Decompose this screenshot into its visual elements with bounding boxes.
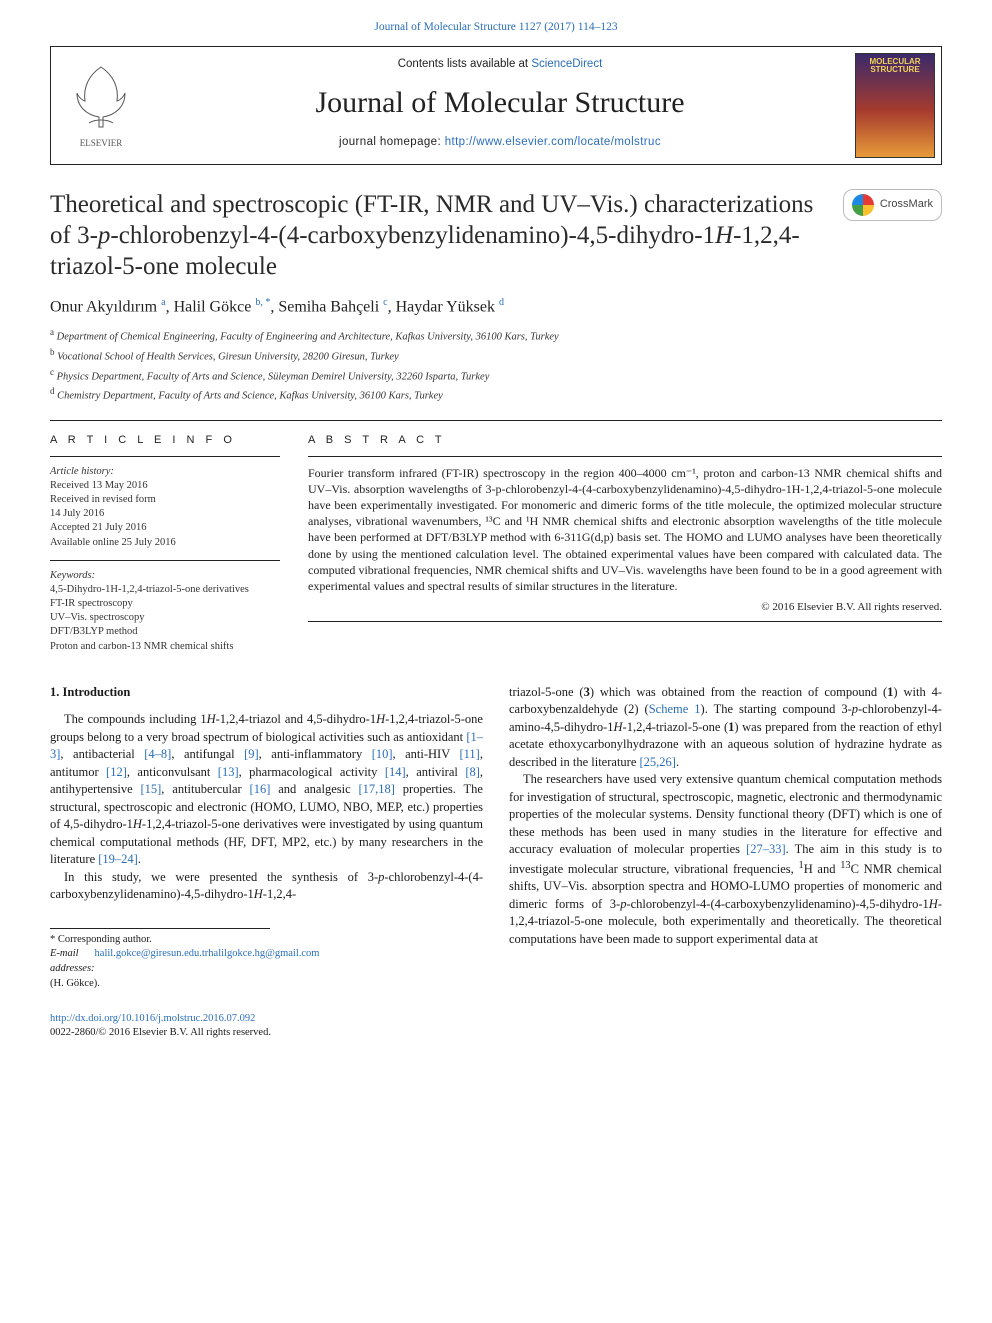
abstract-rule-bottom [308,621,942,622]
keywords-label: Keywords: [50,569,280,583]
contents-prefix: Contents lists available at [398,58,532,70]
corr-star: * [50,934,55,945]
keyword: 4,5-Dihydro-1H-1,2,4-triazol-5-one deriv… [50,583,280,597]
abstract-heading: A B S T R A C T [308,433,942,448]
keywords-block: Keywords: 4,5-Dihydro-1H-1,2,4-triazol-5… [50,569,280,654]
affiliation-a: a Department of Chemical Engineering, Fa… [50,326,942,345]
section-title-1: 1. Introduction [50,684,483,702]
abstract-text: Fourier transform infrared (FT-IR) spect… [308,465,942,595]
ref-link[interactable]: [4–8] [144,747,171,761]
keyword: FT-IR spectroscopy [50,597,280,611]
article-history: Article history: Received 13 May 2016 Re… [50,465,280,550]
ref-link[interactable]: [10] [372,747,393,761]
homepage-prefix: journal homepage: [339,136,445,148]
intro-para-1: The compounds including 1H-1,2,4-triazol… [50,711,483,869]
publisher-logo: ELSEVIER [51,47,151,164]
issn-line: 0022-2860/© 2016 Elsevier B.V. All right… [50,1026,942,1040]
cover-title: MOLECULAR STRUCTURE [856,58,934,75]
corresponding-author-block: * Corresponding author. E-mail addresses… [50,928,270,992]
intro-para-3: triazol-5-one (3) which was obtained fro… [509,684,942,772]
ref-link[interactable]: [25,26] [640,755,676,769]
crossmark-icon [852,194,874,216]
footer: http://dx.doi.org/10.1016/j.molstruc.201… [50,1012,942,1040]
history-line: Received in revised form [50,493,280,507]
ref-link[interactable]: [11] [459,747,479,761]
masthead-center: Contents lists available at ScienceDirec… [151,47,849,164]
journal-citation-link[interactable]: Journal of Molecular Structure 1127 (201… [374,21,617,33]
journal-cover: MOLECULAR STRUCTURE [849,47,941,164]
scheme-link[interactable]: Scheme 1 [649,702,701,716]
homepage-link[interactable]: http://www.elsevier.com/locate/molstruc [445,136,661,148]
keyword: DFT/B3LYP method [50,625,280,639]
history-label: Article history: [50,465,280,479]
article-info-heading: A R T I C L E I N F O [50,433,280,448]
history-line: Received 13 May 2016 [50,479,280,493]
crossmark-label: CrossMark [880,197,933,212]
article-info-column: A R T I C L E I N F O Article history: R… [50,433,280,654]
authors-line: Onur Akyıldırım a, Halil Gökce b, *, Sem… [50,296,942,318]
elsevier-tree-icon [69,61,133,133]
rule-top [50,420,942,421]
history-line: 14 July 2016 [50,507,280,521]
abstract-copyright: © 2016 Elsevier B.V. All rights reserved… [308,600,942,615]
cover-image: MOLECULAR STRUCTURE [855,53,935,158]
ref-link[interactable]: [8] [465,765,480,779]
ref-link[interactable]: [13] [218,765,239,779]
doi-link[interactable]: http://dx.doi.org/10.1016/j.molstruc.201… [50,1013,255,1024]
ref-link[interactable]: [16] [250,782,271,796]
corr-label: Corresponding author. [58,934,152,945]
sciencedirect-link[interactable]: ScienceDirect [531,58,602,70]
ref-link[interactable]: [19–24] [98,852,138,866]
corr-owner: (H. Gökce). [50,977,270,992]
intro-para-4: The researchers have used very extensive… [509,771,942,948]
info-rule-2 [50,560,280,561]
abstract-rule [308,456,942,457]
history-line: Available online 25 July 2016 [50,536,280,550]
ref-link[interactable]: [9] [244,747,259,761]
article-title: Theoretical and spectroscopic (FT-IR, NM… [50,189,829,283]
body-text: 1. Introduction The compounds including … [50,684,942,992]
info-rule-1 [50,456,280,457]
corr-email-2[interactable]: halilgokce.hg@gmail.com [208,947,319,976]
journal-citation: Journal of Molecular Structure 1127 (201… [50,20,942,36]
intro-para-2: In this study, we were presented the syn… [50,869,483,904]
ref-link[interactable]: [14] [385,765,406,779]
keyword: Proton and carbon-13 NMR chemical shifts [50,640,280,654]
affiliation-c: c Physics Department, Faculty of Arts an… [50,366,942,385]
affiliations: a Department of Chemical Engineering, Fa… [50,326,942,404]
crossmark-badge[interactable]: CrossMark [843,189,942,221]
masthead: ELSEVIER Contents lists available at Sci… [50,46,942,165]
corr-emails-label: E-mail addresses: [50,948,95,974]
corr-email-1[interactable]: halil.gokce@giresun.edu.tr [95,947,209,976]
contents-line: Contents lists available at ScienceDirec… [161,57,839,73]
publisher-name: ELSEVIER [69,137,133,149]
affiliation-d: d Chemistry Department, Faculty of Arts … [50,385,942,404]
homepage-line: journal homepage: http://www.elsevier.co… [161,135,839,151]
affiliation-b: b Vocational School of Health Services, … [50,346,942,365]
journal-name: Journal of Molecular Structure [161,83,839,124]
ref-link[interactable]: [15] [140,782,161,796]
ref-link[interactable]: [1–3] [50,730,483,762]
ref-link[interactable]: [27–33] [746,842,786,856]
history-line: Accepted 21 July 2016 [50,521,280,535]
ref-link[interactable]: [17,18] [359,782,395,796]
ref-link[interactable]: [12] [106,765,127,779]
keyword: UV–Vis. spectroscopy [50,611,280,625]
abstract-column: A B S T R A C T Fourier transform infrar… [308,433,942,654]
